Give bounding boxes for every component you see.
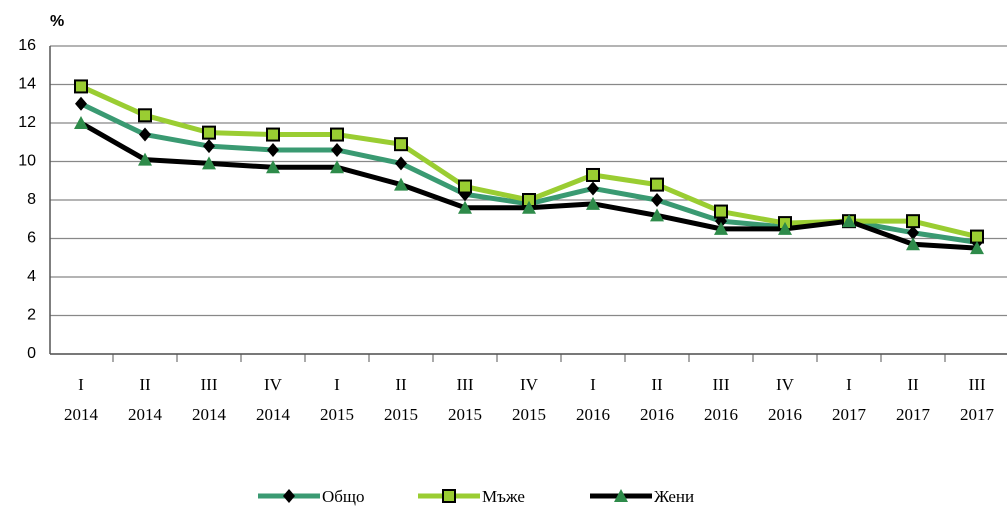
y-tick-label: 12 [18, 114, 36, 131]
x-tick-label: 2016 [768, 405, 802, 424]
marker [138, 152, 152, 166]
marker [586, 167, 600, 182]
marker [650, 177, 664, 192]
marker [202, 156, 216, 170]
x-tick-label: I [334, 375, 340, 394]
x-tick-label: 2017 [960, 405, 995, 424]
x-tick-label: II [651, 375, 663, 394]
marker [458, 179, 472, 194]
x-tick-label: 2014 [128, 405, 163, 424]
x-tick-label: I [78, 375, 84, 394]
marker [266, 127, 280, 142]
x-tick-label: 2014 [192, 405, 227, 424]
x-tick-label: 2017 [832, 405, 867, 424]
x-tick-label: IV [776, 375, 795, 394]
marker [970, 241, 984, 255]
marker [138, 108, 152, 123]
y-tick-label: 14 [18, 76, 36, 93]
marker [203, 139, 215, 154]
x-tick-label: III [713, 375, 730, 394]
marker [842, 214, 856, 228]
marker [74, 79, 88, 94]
marker [267, 142, 279, 157]
marker [650, 208, 664, 222]
marker [139, 127, 151, 142]
x-tick-label: I [590, 375, 596, 394]
x-tick-label: IV [264, 375, 283, 394]
legend-label: Мъже [482, 487, 525, 506]
marker [906, 214, 920, 229]
x-tick-label: I [846, 375, 852, 394]
marker [651, 193, 663, 207]
marker [394, 137, 408, 152]
x-tick-label: 2015 [384, 405, 418, 424]
marker [906, 237, 920, 251]
y-tick-label: 8 [27, 191, 36, 208]
x-tick-label: III [969, 375, 986, 394]
x-tick-label: 2015 [320, 405, 354, 424]
marker [522, 200, 536, 214]
x-tick-label: 2015 [512, 405, 546, 424]
legend-label: Общо [322, 487, 365, 506]
legend-label: Жени [654, 487, 694, 506]
x-tick-label: 2014 [64, 405, 99, 424]
marker [266, 160, 280, 174]
marker [394, 177, 408, 191]
marker [202, 125, 216, 140]
x-tick-label: 2014 [256, 405, 291, 424]
marker [331, 142, 343, 157]
y-tick-label: 2 [27, 307, 36, 324]
x-tick-label: III [457, 375, 474, 394]
marker [283, 489, 295, 503]
x-tick-label: 2017 [896, 405, 931, 424]
marker [330, 160, 344, 174]
y-tick-label: 16 [18, 37, 36, 54]
marker [907, 225, 919, 240]
marker [74, 116, 88, 129]
marker [395, 156, 407, 171]
x-tick-label: 2016 [576, 405, 610, 424]
marker [778, 221, 792, 235]
marker [970, 229, 984, 244]
marker [586, 196, 600, 210]
x-tick-label: II [395, 375, 407, 394]
marker [614, 489, 628, 502]
x-tick-label: II [139, 375, 151, 394]
y-tick-label: 10 [18, 153, 36, 170]
y-tick-label: 6 [27, 230, 36, 247]
x-tick-label: III [201, 375, 218, 394]
series-line [79, 120, 978, 251]
x-tick-label: II [907, 375, 919, 394]
x-tick-label: 2016 [704, 405, 738, 424]
marker [458, 200, 472, 214]
marker [442, 489, 456, 503]
marker [75, 96, 87, 111]
marker [330, 127, 344, 142]
y-axis-label: % [50, 13, 64, 30]
marker [714, 204, 728, 219]
x-tick-label: 2015 [448, 405, 482, 424]
y-tick-label: 4 [27, 268, 36, 285]
marker [714, 221, 728, 235]
x-tick-label: 2016 [640, 405, 674, 424]
x-tick-label: IV [520, 375, 539, 394]
marker [587, 181, 599, 196]
y-tick-label: 0 [27, 345, 36, 362]
